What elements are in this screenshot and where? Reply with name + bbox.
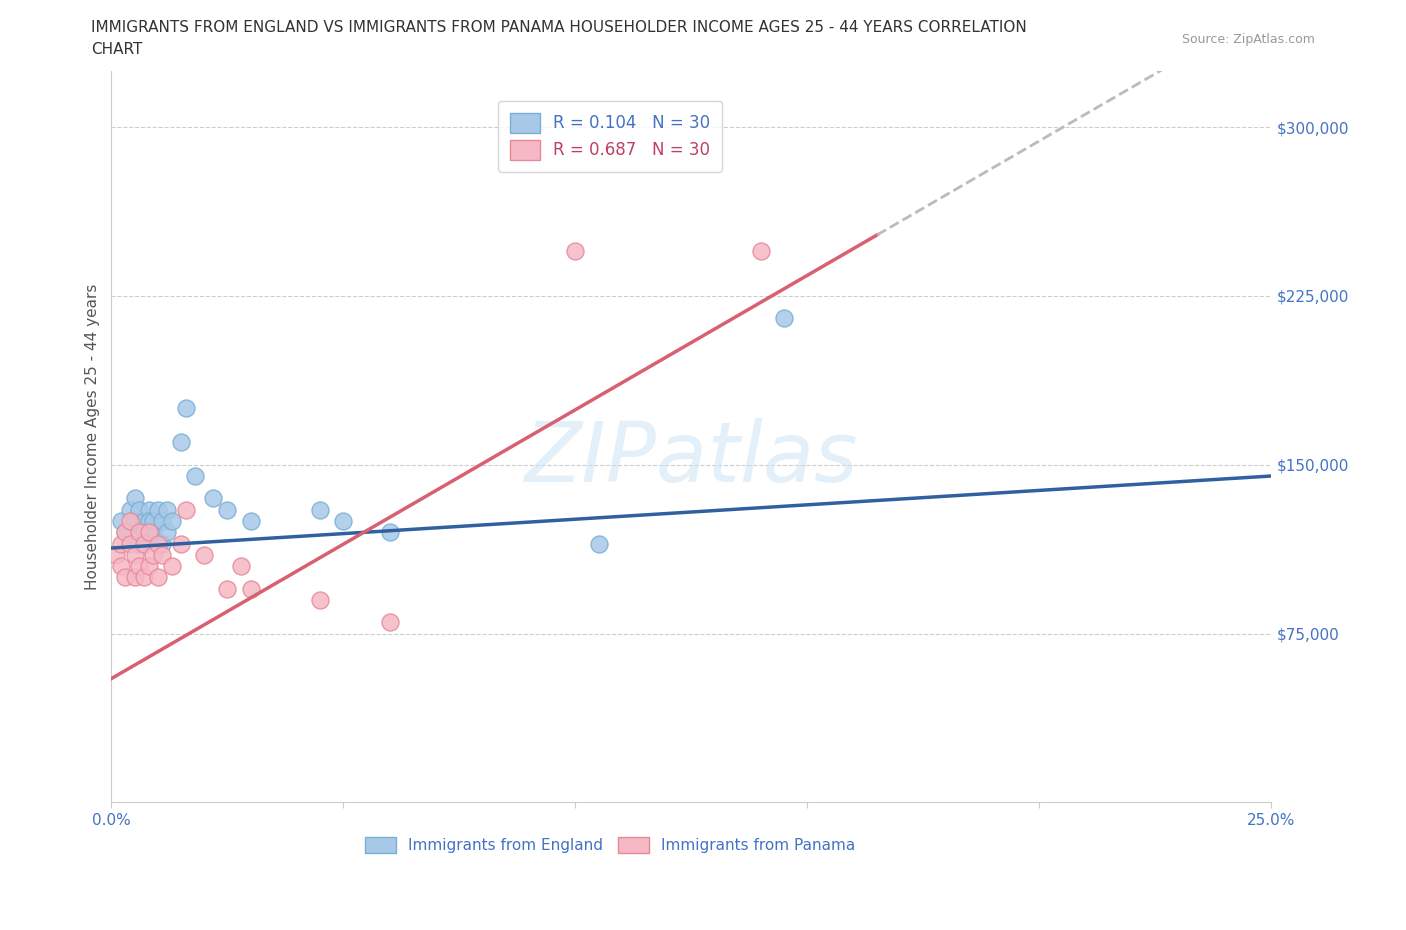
Point <box>239 581 262 596</box>
Point <box>124 570 146 585</box>
Point <box>132 536 155 551</box>
Point <box>217 581 239 596</box>
Point <box>128 502 150 517</box>
Point <box>174 401 197 416</box>
Point <box>193 548 215 563</box>
Point <box>749 244 772 259</box>
Point <box>128 559 150 574</box>
Point <box>142 548 165 563</box>
Point <box>156 525 179 539</box>
Point <box>773 311 796 325</box>
Point <box>170 435 193 450</box>
Point <box>142 513 165 528</box>
Point <box>110 536 132 551</box>
Point <box>110 513 132 528</box>
Point <box>146 536 169 551</box>
Point <box>184 469 207 484</box>
Point <box>309 592 332 607</box>
Point <box>138 502 160 517</box>
Point <box>124 548 146 563</box>
Point <box>124 513 146 528</box>
Point <box>588 536 610 551</box>
Point <box>138 559 160 574</box>
Point <box>138 525 160 539</box>
Point <box>152 513 174 528</box>
Point <box>138 513 160 528</box>
Point <box>118 502 141 517</box>
Point <box>132 513 155 528</box>
Point <box>156 502 179 517</box>
Point <box>231 559 253 574</box>
Point <box>378 525 401 539</box>
Point <box>170 536 193 551</box>
Text: IMMIGRANTS FROM ENGLAND VS IMMIGRANTS FROM PANAMA HOUSEHOLDER INCOME AGES 25 - 4: IMMIGRANTS FROM ENGLAND VS IMMIGRANTS FR… <box>91 20 1028 35</box>
Point <box>132 570 155 585</box>
Point <box>217 502 239 517</box>
Point <box>118 513 141 528</box>
Legend: Immigrants from England, Immigrants from Panama: Immigrants from England, Immigrants from… <box>357 830 863 860</box>
Point <box>378 615 401 630</box>
Point <box>132 525 155 539</box>
Point <box>152 548 174 563</box>
Point <box>105 548 128 563</box>
Text: CHART: CHART <box>91 42 143 57</box>
Point <box>124 491 146 506</box>
Point <box>174 502 197 517</box>
Point <box>118 536 141 551</box>
Point <box>146 502 169 517</box>
Y-axis label: Householder Income Ages 25 - 44 years: Householder Income Ages 25 - 44 years <box>86 284 100 590</box>
Text: ZIPatlas: ZIPatlas <box>524 418 858 499</box>
Point <box>309 502 332 517</box>
Point <box>564 244 586 259</box>
Point <box>142 525 165 539</box>
Point <box>114 525 136 539</box>
Point <box>239 513 262 528</box>
Point <box>146 570 169 585</box>
Point <box>128 536 150 551</box>
Point <box>160 513 183 528</box>
Point <box>128 525 150 539</box>
Point <box>114 525 136 539</box>
Text: Source: ZipAtlas.com: Source: ZipAtlas.com <box>1181 33 1315 46</box>
Point <box>332 513 354 528</box>
Point <box>160 559 183 574</box>
Point <box>110 559 132 574</box>
Point <box>152 536 174 551</box>
Point <box>114 570 136 585</box>
Point <box>202 491 225 506</box>
